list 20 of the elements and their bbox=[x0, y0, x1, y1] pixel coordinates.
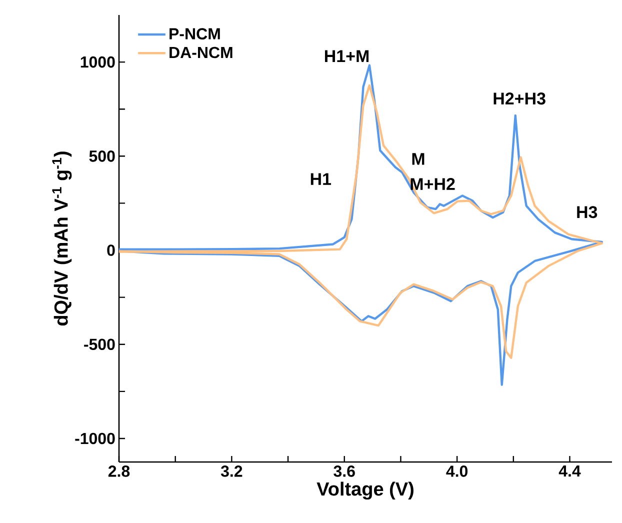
annotation: H1 bbox=[310, 173, 332, 185]
annotation: M+H2 bbox=[410, 178, 455, 190]
x-tick-label: 4.0 bbox=[446, 466, 468, 477]
x-tick-label: 3.2 bbox=[220, 466, 242, 477]
y-tick-label: 500 bbox=[89, 150, 115, 162]
x-axis-title: Voltage (V) bbox=[316, 482, 414, 500]
y-tick-label: 1000 bbox=[80, 56, 115, 68]
y-tick-label: -1000 bbox=[75, 432, 115, 444]
annotation: H2+H3 bbox=[494, 92, 546, 105]
annotation: H3 bbox=[577, 206, 598, 218]
legend-label: DA-NCM bbox=[170, 46, 232, 58]
y-tick-label: -500 bbox=[84, 338, 115, 350]
y-axis-title: dQ/dV (mAh V$^{-1}$ g$^{-1}$) bbox=[52, 152, 72, 326]
x-tick-label: 2.8 bbox=[108, 466, 130, 477]
x-tick-label: 4.4 bbox=[558, 466, 581, 477]
annotation: M bbox=[412, 153, 424, 165]
annotation: H1+M bbox=[325, 50, 369, 62]
x-tick-label: 3.6 bbox=[334, 466, 355, 477]
legend-label: P-NCM bbox=[170, 28, 220, 40]
y-tick-label: 0 bbox=[107, 244, 115, 256]
